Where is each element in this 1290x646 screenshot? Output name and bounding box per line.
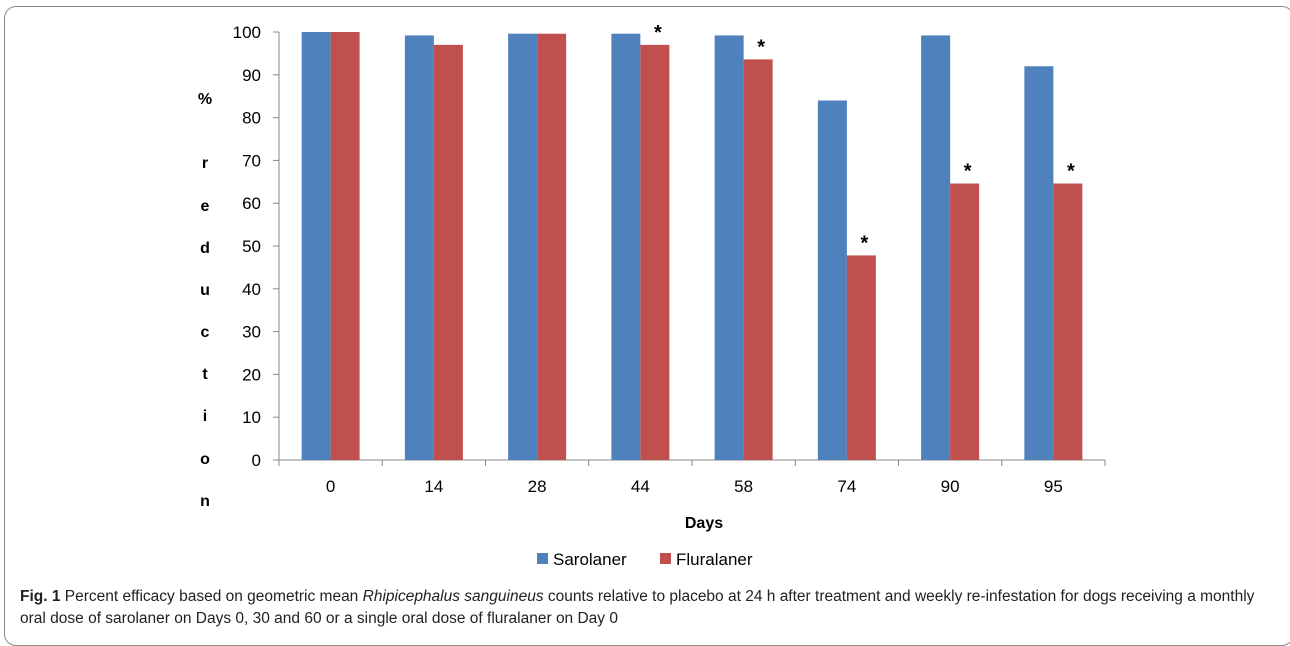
bar-sarolaner xyxy=(611,33,641,460)
bar-chart: 0 10 20 30 40 50 60 70 80 90 100 0 14 28 * 44 * 58 * 74 * 90 *… xyxy=(198,22,1106,569)
y-axis-title-char: o xyxy=(200,451,210,468)
significance-marker: * xyxy=(757,36,765,58)
x-tick-label: 44 xyxy=(631,477,650,496)
y-tick-label: 100 xyxy=(233,23,261,42)
significance-marker: * xyxy=(860,232,868,254)
caption-text-before: Percent efficacy based on geometric mean xyxy=(60,588,363,605)
legend-label-sarolaner: Sarolaner xyxy=(553,550,627,569)
bar-fluralaner xyxy=(1053,183,1083,460)
y-axis-title-char: n xyxy=(200,493,210,510)
y-axis-title-char: i xyxy=(203,408,207,425)
y-axis-title-char: c xyxy=(201,324,210,341)
figure-label: Fig. 1 xyxy=(20,588,61,605)
y-tick-label: 80 xyxy=(242,109,261,128)
bar-fluralaner xyxy=(846,255,876,460)
legend-label-fluralaner: Fluralaner xyxy=(676,550,753,569)
bar-fluralaner xyxy=(950,183,980,460)
bar-fluralaner xyxy=(640,44,670,461)
y-tick-label: 40 xyxy=(242,280,261,299)
y-tick-label: 60 xyxy=(242,194,261,213)
bar-fluralaner xyxy=(537,33,567,460)
bar-sarolaner xyxy=(714,35,744,460)
bar-sarolaner xyxy=(301,32,331,460)
y-tick-label: 30 xyxy=(242,323,261,342)
bar-sarolaner xyxy=(1024,66,1054,461)
y-axis-title-char: u xyxy=(200,282,210,299)
y-axis-title-char: % xyxy=(198,91,212,108)
legend-swatch-fluralaner xyxy=(660,553,671,564)
x-tick-label: 74 xyxy=(837,477,856,496)
bar-sarolaner xyxy=(404,35,434,460)
x-tick-label: 58 xyxy=(734,477,753,496)
y-tick-label: 20 xyxy=(242,365,261,384)
y-tick-label: 90 xyxy=(242,66,261,85)
bar-fluralaner xyxy=(330,32,360,460)
significance-marker: * xyxy=(654,22,662,44)
bar-sarolaner xyxy=(817,100,847,460)
y-axis-title-char: d xyxy=(200,240,210,257)
bar-sarolaner xyxy=(508,33,538,460)
legend-swatch-sarolaner xyxy=(537,553,548,564)
significance-marker: * xyxy=(1067,161,1075,183)
y-tick-label: 70 xyxy=(242,151,261,170)
x-tick-label: 90 xyxy=(941,477,960,496)
x-tick-label: 0 xyxy=(326,477,335,496)
y-axis-title-char: e xyxy=(201,198,210,215)
figure-caption: Fig. 1 Percent efficacy based on geometr… xyxy=(20,586,1270,630)
x-tick-label: 28 xyxy=(528,477,547,496)
x-tick-label: 14 xyxy=(424,477,443,496)
y-tick-label: 50 xyxy=(242,237,261,256)
y-tick-label: 10 xyxy=(242,408,261,427)
bar-fluralaner xyxy=(743,59,773,460)
caption-species: Rhipicephalus sanguineus xyxy=(362,588,544,605)
y-tick-label: 0 xyxy=(252,451,261,470)
significance-marker: * xyxy=(964,161,972,183)
y-axis-title-char: r xyxy=(202,155,208,172)
bar-fluralaner xyxy=(433,44,463,461)
y-axis-title-char: t xyxy=(202,366,208,383)
x-tick-label: 95 xyxy=(1044,477,1063,496)
bar-sarolaner xyxy=(921,35,951,460)
caption-text-after: counts relative to placebo at 24 h after… xyxy=(20,588,1255,627)
x-axis-title: Days xyxy=(685,515,723,532)
